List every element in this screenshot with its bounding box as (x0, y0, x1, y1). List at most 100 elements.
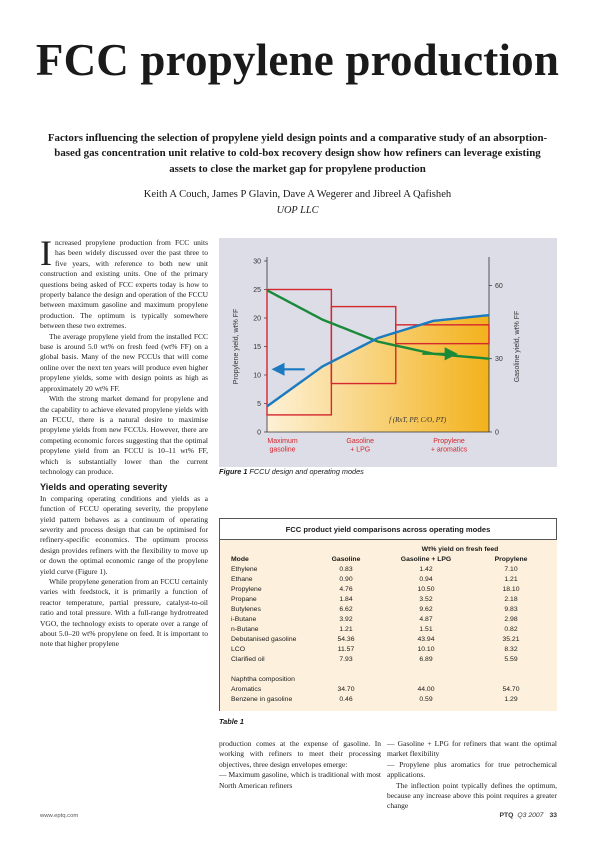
table-cell: 2.18 (504, 596, 518, 603)
table-cell: 3.92 (339, 616, 353, 623)
table-cell: 10.10 (417, 646, 435, 653)
table-cell: 0.46 (339, 696, 353, 703)
table-cell: 1.21 (504, 576, 518, 583)
footer-publication: PTQ Q3 2007 33 (499, 812, 557, 819)
table-cell: 35.21 (502, 636, 520, 643)
table-cell: 0.94 (419, 576, 433, 583)
table-row-label: Benzene in gasoline (231, 696, 293, 703)
table-cell: Gasoline + LPG (400, 556, 452, 563)
table-row: Propylene 4.76 10.50 18.10 (220, 585, 557, 594)
table-cell: 6.62 (339, 606, 353, 613)
paragraph-3: With the strong market demand for propyl… (40, 394, 208, 476)
table-cell: 9.62 (419, 606, 433, 613)
body-column-3: — Gasoline + LPG for refiners that want … (387, 739, 557, 812)
table-row-label: i-Butane (231, 616, 257, 623)
left-tick-label: 5 (257, 401, 261, 408)
table-row-label: Clarified oil (231, 656, 265, 663)
table-cell: 54.36 (337, 636, 355, 643)
paragraph-4: In comparing operating conditions and yi… (40, 493, 208, 576)
mode-label: Maximum (267, 438, 298, 445)
figure-1: 0 5 10 15 20 25 30 0 30 60 Propylene yield, wt% FF… (219, 238, 557, 478)
table-cell: 6.89 (419, 656, 433, 663)
table-row: Clarified oil 7.93 6.89 5.59 (220, 655, 557, 664)
table-cell: Propylene (494, 556, 528, 563)
paragraph-10: The inflection point typically defines t… (387, 780, 557, 811)
left-tick-label: 15 (253, 344, 261, 351)
left-tick-label: 10 (253, 373, 261, 380)
right-tick-label: 30 (495, 356, 503, 363)
table-cell: 1.42 (419, 566, 433, 573)
footer-pub-name: PTQ (499, 812, 514, 819)
table-cell: 1.29 (504, 696, 518, 703)
table-cell: 0.83 (339, 566, 353, 573)
table-title: FCC product yield comparisons across ope… (220, 519, 556, 540)
x-function-label: f (RxT, PP, C/O, PT) (389, 416, 447, 424)
mode-label: gasoline (270, 447, 296, 454)
paragraph-1-text: ncreased propylene production from FCC u… (40, 238, 208, 331)
author-affiliation: UOP LLC (276, 205, 319, 216)
table-cell: 4.87 (419, 616, 433, 623)
table-super-header: Wt% yield on fresh feed (421, 546, 499, 553)
table-row: Benzene in gasoline 0.46 0.59 1.29 (220, 695, 557, 704)
table-row-label: LCO (231, 646, 245, 653)
mode-label: + aromatics (431, 447, 468, 454)
table-row-label: Aromatics (231, 686, 262, 693)
table-section-header: Naphtha composition (220, 675, 557, 684)
article-title: FCC propylene production (35, 35, 560, 85)
paragraph-8: — Gasoline + LPG for refiners that want … (387, 739, 557, 759)
left-axis-label: Propylene yield, wt% FF (233, 309, 240, 384)
table-cell: 8.32 (504, 646, 518, 653)
paragraph-5: While propylene generation from an FCCU … (40, 577, 208, 649)
table-cell: 5.59 (504, 656, 518, 663)
table-cell: 2.98 (504, 616, 518, 623)
table-cell: 11.57 (337, 646, 355, 653)
table-row-label: Propylene (231, 586, 262, 593)
table-cell: 43.94 (417, 636, 435, 643)
article-subtitle: Factors influencing the selection of pro… (47, 132, 548, 175)
footer-url: www.eptq.com (40, 813, 79, 819)
page-number: 33 (549, 812, 557, 819)
table-cell: 18.10 (502, 586, 520, 593)
right-tick-label: 0 (495, 430, 499, 437)
table-row-label: Ethane (231, 576, 253, 583)
propylene-yield-area (267, 315, 489, 432)
table-row: Propane 1.84 3.52 2.18 (220, 595, 557, 604)
table-row-label: Ethylene (231, 566, 258, 573)
table-cell: 1.21 (339, 626, 353, 633)
author-list: Keith A Couch, James P Glavin, Dave A We… (143, 189, 452, 200)
propylene-yield-curve (266, 313, 490, 408)
table-column-header: Mode Gasoline Gasoline + LPG Propylene (220, 555, 557, 564)
table-caption-label: Table 1 (219, 717, 244, 726)
figure-caption: Figure 1 FCCU design and operating modes (219, 467, 557, 476)
paragraph-2: The average propylene yield from the ins… (40, 331, 208, 393)
table-row: n-Butane 1.21 1.51 0.82 (220, 625, 557, 634)
figure-caption-text: FCCU design and operating modes (249, 467, 364, 476)
right-axis-label: Gasoline yield, wt% FF (514, 311, 521, 383)
operating-envelope (395, 324, 490, 345)
table-cell: Gasoline (331, 556, 361, 563)
table-body: Wt% yield on fresh feed Mode Gasoline Gaso… (220, 540, 557, 711)
paragraph-6: production comes at the expense of gasol… (219, 739, 381, 769)
table-row-label: Mode (231, 556, 249, 563)
table-row: i-Butane 3.92 4.87 2.98 (220, 615, 557, 624)
left-tick-label: 0 (257, 430, 261, 437)
left-tick-label: 20 (253, 316, 261, 323)
left-tick-label: 30 (253, 259, 261, 266)
mode-label: Propylene (433, 438, 465, 445)
table-caption: Table 1 (219, 717, 244, 726)
table-row: Aromatics 34.70 44.00 54.70 (220, 685, 557, 694)
table-cell: 10.50 (417, 586, 435, 593)
paragraph-9: — Propylene plus aromatics for true petr… (387, 759, 557, 780)
table-cell: 44.00 (417, 686, 435, 693)
paragraph-7: — Maximum gasoline, which is traditional… (219, 770, 381, 790)
table-row-label: Butylenes (231, 606, 261, 613)
table-cell: 54.70 (502, 686, 520, 693)
left-tick-label: 25 (253, 287, 261, 294)
table-cell: 9.83 (504, 606, 518, 613)
yield-table: FCC product yield comparisons across ope… (219, 518, 557, 711)
table-row-label: Propane (231, 596, 257, 603)
mode-label: + LPG (350, 447, 370, 454)
table-cell: 0.82 (504, 626, 518, 633)
table-cell: 1.84 (339, 596, 353, 603)
table-row-label: Debutanised gasoline (231, 636, 297, 643)
